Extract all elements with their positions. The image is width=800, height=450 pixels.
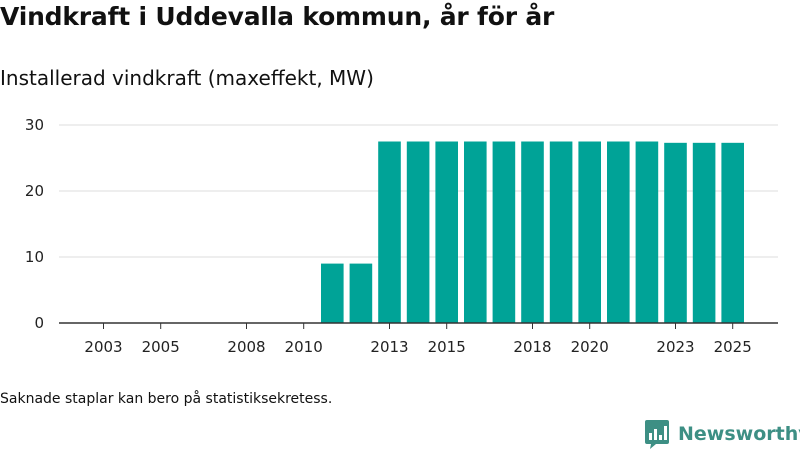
x-tick-label: 2005: [142, 338, 180, 356]
y-tick-label: 30: [25, 116, 44, 134]
y-tick-label: 10: [25, 248, 44, 266]
brand-name: Newsworthy: [678, 423, 800, 445]
bar-2025: [721, 142, 744, 323]
bar-2013: [378, 141, 401, 323]
chart-title: Vindkraft i Uddevalla kommun, år för år: [0, 2, 555, 31]
x-tick-label: 2025: [714, 338, 752, 356]
x-tick-label: 2008: [227, 338, 265, 356]
footnote: Saknade staplar kan bero på statistiksek…: [0, 391, 333, 407]
bar-2018: [521, 141, 544, 323]
bar-2011: [321, 263, 344, 323]
bar-chart-logo-icon: [645, 420, 669, 449]
x-tick-label: 2015: [428, 338, 466, 356]
bar-chart: 0 10 20 30 2003 2005 2008 2010 2013 2015 2018 2020 2…: [25, 116, 778, 356]
y-tick-label: 20: [25, 182, 44, 200]
x-tick-label: 2010: [285, 338, 323, 356]
chart-subtitle: Installerad vindkraft (maxeffekt, MW): [0, 66, 374, 90]
x-tick-label: 2018: [513, 338, 551, 356]
bar-2015: [435, 141, 458, 323]
x-tick-label: 2023: [656, 338, 694, 356]
bar-2023: [664, 142, 687, 323]
bar-2016: [464, 141, 487, 323]
bars: [321, 141, 744, 323]
bar-2020: [578, 141, 601, 323]
y-tick-label: 0: [34, 314, 44, 332]
x-tick-label: 2020: [571, 338, 609, 356]
x-tick-label: 2013: [370, 338, 408, 356]
newsworthy-logo[interactable]: Newsworthy: [644, 419, 800, 449]
bar-2019: [549, 141, 573, 323]
bar-2017: [492, 141, 516, 323]
bar-2024: [692, 142, 716, 323]
bar-2021: [607, 141, 630, 323]
x-tick-label: 2003: [84, 338, 122, 356]
bar-2022: [635, 141, 659, 323]
bar-2012: [349, 263, 373, 323]
bar-2014: [406, 141, 430, 323]
axes: 0 10 20 30 2003 2005 2008 2010 2013 2015 2018 2020 2…: [25, 116, 778, 356]
